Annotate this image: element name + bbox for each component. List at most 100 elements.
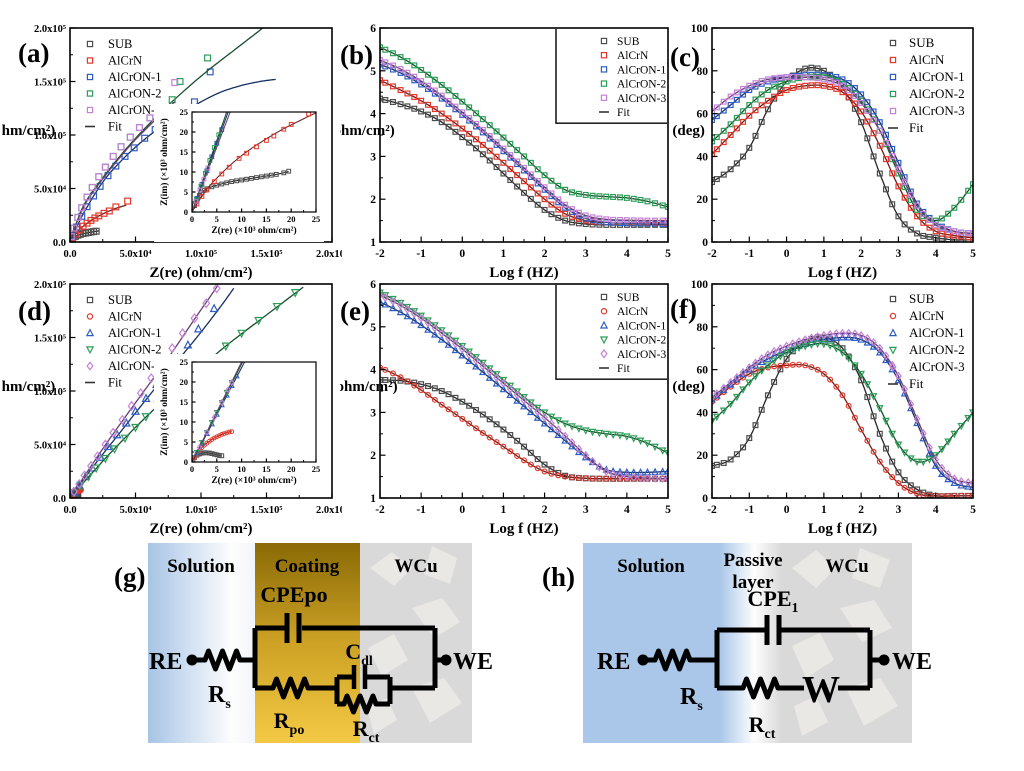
svg-text:AlCrON-1: AlCrON-1 <box>617 320 666 332</box>
svg-text:25: 25 <box>180 357 189 367</box>
svg-text:-2: -2 <box>707 248 717 260</box>
svg-text:1.5x10⁵: 1.5x10⁵ <box>250 249 282 260</box>
svg-text:60: 60 <box>697 365 709 377</box>
svg-text:AlCrON-2: AlCrON-2 <box>909 342 965 357</box>
svg-text:0.0: 0.0 <box>63 505 76 516</box>
svg-text:-1: -1 <box>416 248 426 260</box>
svg-text:6: 6 <box>370 279 376 291</box>
panel-d-nyquist-plot: 0.0 5.0x10⁴ 1.0x10⁵ 1.5x10⁵ 2.0x10⁵ 0.0 5.0x10… <box>0 262 348 545</box>
svg-text:5: 5 <box>970 248 976 260</box>
svg-text:3: 3 <box>896 248 902 260</box>
svg-text:5.0x10⁴: 5.0x10⁴ <box>119 505 152 516</box>
svg-text:0: 0 <box>459 248 465 260</box>
svg-text:SUB: SUB <box>617 36 640 48</box>
svg-text:0: 0 <box>702 237 708 249</box>
zone-label-passive: Passive <box>723 550 782 571</box>
svg-text:0: 0 <box>784 504 790 516</box>
svg-text:AlCrON-1: AlCrON-1 <box>617 64 666 76</box>
svg-text:Log f (HZ): Log f (HZ) <box>489 521 558 537</box>
svg-text:5: 5 <box>184 437 188 447</box>
svg-text:5: 5 <box>370 66 376 78</box>
svg-text:(f): (f) <box>670 294 697 324</box>
svg-text:25: 25 <box>312 214 321 224</box>
svg-text:4: 4 <box>624 248 630 260</box>
panel-f-bode-phase-plot: -2 -1 0 1 2 3 4 5 0 20 40 60 80 100 Log f (HZ) Phase (d… <box>631 262 1024 545</box>
svg-text:Phase (deg): Phase (deg) <box>668 123 705 139</box>
re-label: RE <box>149 649 182 675</box>
svg-text:80: 80 <box>697 66 709 78</box>
svg-text:6: 6 <box>370 23 376 35</box>
chart-svg-e: -2 -1 0 1 2 3 4 5 1 2 3 4 5 6 Log f (HZ) Log |Z| (ohm/c… <box>282 279 671 537</box>
svg-text:20: 20 <box>697 450 709 462</box>
svg-text:1.5x10⁵: 1.5x10⁵ <box>250 505 282 516</box>
svg-text:2: 2 <box>858 248 864 260</box>
svg-text:AlCrON-3: AlCrON-3 <box>909 103 965 118</box>
svg-text:2: 2 <box>542 504 548 516</box>
svg-text:Z(re) (ohm/cm²): Z(re) (ohm/cm²) <box>150 521 253 537</box>
svg-text:5: 5 <box>184 187 188 197</box>
svg-text:1: 1 <box>370 237 376 249</box>
svg-text:1: 1 <box>370 493 376 505</box>
svg-text:Log f (HZ): Log f (HZ) <box>808 265 877 281</box>
panel-b-bode-impedance-plot: -2 -1 0 1 2 3 4 5 1 2 3 4 5 6 Log f (HZ) log |Z| (ohm/c… <box>285 6 676 289</box>
we-label: WE <box>892 649 932 675</box>
svg-text:Phase (deg): Phase (deg) <box>668 379 705 395</box>
svg-text:AlCrON-2: AlCrON-2 <box>108 87 161 101</box>
chart-svg-c: -2 -1 0 1 2 3 4 5 0 20 40 60 80 100 Log f (HZ) Phase (d… <box>631 23 976 281</box>
svg-text:2: 2 <box>370 450 376 462</box>
circuit-h-wires <box>643 615 882 700</box>
zone-label-solution: Solution <box>617 556 685 577</box>
svg-text:2.0x10⁵: 2.0x10⁵ <box>34 280 66 291</box>
cpe1-label: CPE1 <box>748 586 799 616</box>
svg-text:3: 3 <box>583 248 589 260</box>
rct-label: Rct <box>353 716 380 746</box>
svg-text:20: 20 <box>287 464 296 474</box>
circuit-g-coating-model: (g) Solution Coating WCu <box>114 543 492 746</box>
svg-text:20: 20 <box>180 377 189 387</box>
svg-text:AlCrON-1: AlCrON-1 <box>108 326 161 340</box>
resistor-rpo-symbol <box>268 676 313 700</box>
svg-text:AlCrN: AlCrN <box>617 50 649 62</box>
svg-text:0: 0 <box>184 207 188 217</box>
svg-text:40: 40 <box>697 151 709 163</box>
svg-text:Z(re) (×10³ ohm/cm²): Z(re) (×10³ ohm/cm²) <box>211 225 296 236</box>
svg-text:Z(im) (ohm/cm²): Z(im) (ohm/cm²) <box>2 379 55 395</box>
svg-text:-1: -1 <box>416 504 426 516</box>
we-terminal-dot <box>440 654 452 666</box>
svg-text:100: 100 <box>691 23 709 35</box>
svg-text:AlCrON-1: AlCrON-1 <box>909 69 965 84</box>
svg-text:0.0: 0.0 <box>53 494 66 505</box>
svg-text:Fit: Fit <box>909 376 924 391</box>
svg-text:40: 40 <box>697 407 709 419</box>
svg-text:AlCrN: AlCrN <box>108 310 142 324</box>
panel-c-bode-phase-plot: -2 -1 0 1 2 3 4 5 0 20 40 60 80 100 Log f (HZ) Phase (d… <box>631 6 1024 289</box>
svg-text:-1: -1 <box>744 504 754 516</box>
zone-passive-layer <box>720 543 782 743</box>
we-label: WE <box>453 649 492 675</box>
svg-text:4: 4 <box>933 248 939 260</box>
zone-label-coating: Coating <box>275 556 340 577</box>
svg-text:(d): (d) <box>18 296 51 326</box>
svg-text:2: 2 <box>542 248 548 260</box>
svg-text:AlCrN: AlCrN <box>909 308 945 323</box>
svg-text:15: 15 <box>180 147 189 157</box>
svg-text:AlCrON-1: AlCrON-1 <box>909 325 965 340</box>
svg-text:1: 1 <box>501 504 507 516</box>
svg-text:AlCrN: AlCrN <box>617 306 649 318</box>
svg-text:5.0x10⁴: 5.0x10⁴ <box>119 249 152 260</box>
svg-text:20: 20 <box>697 194 709 206</box>
svg-text:2: 2 <box>858 504 864 516</box>
svg-text:Log f (HZ): Log f (HZ) <box>489 265 558 281</box>
svg-text:10: 10 <box>180 417 189 427</box>
re-terminal-dot <box>637 654 649 666</box>
svg-text:log |Z| (ohm/cm²): log |Z| (ohm/cm²) <box>340 123 395 139</box>
cdl-label: Cdl <box>345 639 373 669</box>
svg-text:-2: -2 <box>375 248 385 260</box>
svg-text:2.0x10⁵: 2.0x10⁵ <box>34 24 66 35</box>
svg-text:Z(im) (×10³ ohm/cm²): Z(im) (×10³ ohm/cm²) <box>159 118 170 206</box>
svg-text:Z(re) (×10³ ohm/cm²): Z(re) (×10³ ohm/cm²) <box>211 475 296 486</box>
svg-text:AlCrON-2: AlCrON-2 <box>617 79 666 91</box>
resistor-rct-symbol <box>738 676 783 700</box>
rct-label: Rct <box>749 712 776 742</box>
svg-text:2.0x10⁵: 2.0x10⁵ <box>316 249 342 260</box>
